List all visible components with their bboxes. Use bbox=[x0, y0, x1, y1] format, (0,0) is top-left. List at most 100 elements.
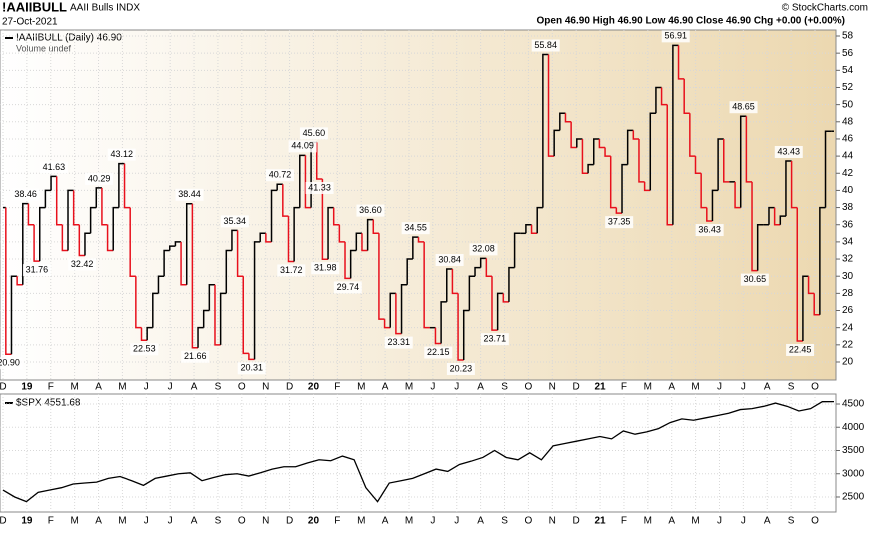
y-tick-label: 3500 bbox=[842, 445, 865, 456]
step-segment bbox=[55, 176, 63, 226]
x-tick-label: M bbox=[357, 382, 365, 393]
step-segment bbox=[169, 245, 176, 251]
step-segment bbox=[434, 327, 442, 345]
value-label: 22.53 bbox=[133, 344, 156, 354]
step-segment bbox=[248, 353, 255, 361]
value-label-bg bbox=[774, 145, 803, 158]
step-segment bbox=[72, 190, 80, 226]
step-segment bbox=[446, 268, 453, 302]
step-segment bbox=[734, 181, 741, 209]
x-tick-label: M bbox=[70, 516, 78, 527]
step-segment bbox=[479, 257, 487, 268]
value-label-bg bbox=[305, 182, 334, 195]
step-segment bbox=[564, 113, 572, 123]
x-tick-label: J bbox=[454, 382, 459, 393]
step-segment bbox=[632, 130, 639, 140]
step-segment bbox=[621, 163, 628, 214]
step-segment bbox=[400, 284, 408, 334]
x-tick-label: F bbox=[621, 516, 627, 527]
value-label-bg bbox=[130, 343, 159, 356]
step-segment bbox=[745, 116, 753, 183]
x-tick-label: A bbox=[668, 516, 675, 527]
x-tick-label: O bbox=[238, 516, 246, 527]
x-tick-label: J bbox=[168, 516, 173, 527]
x-tick-label: 21 bbox=[594, 516, 606, 527]
x-tick-label: N bbox=[549, 516, 556, 527]
step-segment bbox=[129, 207, 136, 277]
x-tick-label: 19 bbox=[21, 382, 33, 393]
x-tick-label: S bbox=[788, 516, 795, 527]
step-segment bbox=[236, 230, 244, 277]
x-tick-label: M bbox=[405, 516, 413, 527]
step-segment bbox=[581, 138, 589, 175]
value-label-bg bbox=[661, 30, 690, 43]
value-label-bg bbox=[175, 188, 204, 201]
step-segment bbox=[785, 160, 792, 217]
x-tick-label: F bbox=[334, 382, 340, 393]
step-segment bbox=[106, 224, 114, 252]
y-tick-label: 46 bbox=[842, 134, 854, 145]
value-label: 40.72 bbox=[269, 170, 292, 180]
x-tick-label: F bbox=[621, 382, 627, 393]
step-segment bbox=[214, 284, 221, 346]
step-segment bbox=[349, 249, 357, 279]
value-label-bg bbox=[288, 140, 317, 153]
step-segment bbox=[270, 189, 278, 242]
step-segment bbox=[751, 181, 758, 272]
step-segment bbox=[84, 232, 91, 256]
step-segment bbox=[67, 189, 74, 251]
step-segment bbox=[802, 275, 809, 341]
value-label: 41.33 bbox=[308, 182, 331, 192]
value-label: 22.15 bbox=[427, 347, 450, 357]
value-label-bg bbox=[480, 333, 509, 346]
step-segment bbox=[44, 189, 52, 208]
step-segment bbox=[89, 206, 97, 234]
step-segment bbox=[643, 181, 651, 192]
x-tick-label: D bbox=[0, 382, 7, 393]
step-segment bbox=[118, 162, 125, 208]
x-tick-label: O bbox=[238, 382, 246, 393]
step-segment bbox=[570, 121, 577, 149]
y-tick-label: 58 bbox=[842, 31, 854, 42]
step-segment bbox=[338, 224, 346, 243]
value-label: 22.45 bbox=[789, 344, 812, 354]
step-segment bbox=[513, 232, 521, 268]
step-segment bbox=[378, 233, 385, 320]
value-label: 23.31 bbox=[387, 337, 410, 347]
step-segment bbox=[824, 130, 832, 208]
step-segment bbox=[660, 87, 668, 106]
step-segment bbox=[242, 276, 249, 355]
step-segment bbox=[5, 207, 12, 356]
step-segment bbox=[412, 236, 419, 260]
step-segment bbox=[706, 207, 713, 222]
value-label: 44.09 bbox=[291, 141, 314, 151]
y-tick-label: 32 bbox=[842, 254, 854, 265]
step-segment bbox=[395, 293, 402, 335]
x-tick-label: J bbox=[454, 516, 459, 527]
step-segment bbox=[327, 206, 334, 260]
y-tick-label: 3000 bbox=[842, 468, 865, 479]
y-tick-label: 50 bbox=[842, 99, 854, 110]
step-segment bbox=[276, 183, 283, 191]
step-segment bbox=[496, 292, 504, 331]
x-tick-label: S bbox=[501, 516, 508, 527]
value-label: 29.74 bbox=[337, 282, 360, 292]
x-tick-label: 20 bbox=[308, 516, 320, 527]
value-label: 32.42 bbox=[71, 259, 94, 269]
step-segment bbox=[61, 224, 69, 252]
value-label-bg bbox=[299, 127, 328, 140]
step-segment bbox=[157, 275, 165, 294]
value-label-bg bbox=[0, 357, 23, 370]
value-label-bg bbox=[68, 258, 97, 271]
value-label: 48.65 bbox=[732, 102, 755, 112]
value-label: 43.43 bbox=[778, 146, 801, 156]
x-tick-label: A bbox=[477, 516, 484, 527]
step-segment bbox=[265, 233, 272, 243]
step-segment bbox=[723, 138, 730, 183]
value-label-bg bbox=[435, 253, 464, 266]
step-segment bbox=[739, 115, 747, 208]
y-tick-label: 4000 bbox=[842, 422, 865, 433]
value-label: 37.35 bbox=[608, 217, 631, 227]
step-segment bbox=[219, 292, 227, 345]
